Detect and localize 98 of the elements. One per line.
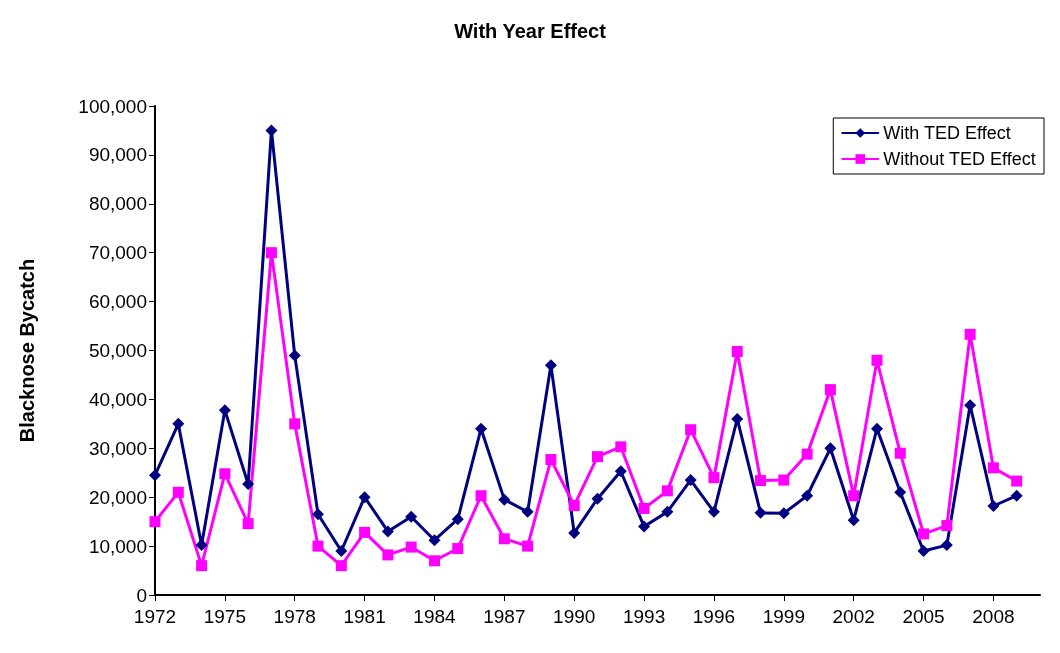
x-tick-label: 2008 <box>972 606 1015 627</box>
point <box>824 384 836 396</box>
point <box>661 485 673 497</box>
point <box>592 451 603 463</box>
point <box>777 507 790 520</box>
point <box>359 526 371 538</box>
y-tick-label: 90,000 <box>88 144 147 166</box>
y-tick-label: 70,000 <box>88 242 147 264</box>
point <box>894 447 906 459</box>
point <box>405 541 417 553</box>
x-tick-label: 1981 <box>343 606 386 627</box>
point <box>405 510 418 523</box>
point <box>568 526 581 539</box>
point <box>708 472 720 484</box>
point <box>242 518 254 530</box>
point <box>382 549 394 561</box>
point <box>941 520 953 532</box>
point <box>498 493 511 506</box>
y-tick-label: 30,000 <box>88 437 147 459</box>
point <box>265 247 277 259</box>
y-tick-label: 60,000 <box>88 291 147 313</box>
x-tick-label: 1975 <box>203 606 247 627</box>
point <box>661 505 674 518</box>
x-tick-label: 1996 <box>692 606 736 627</box>
point <box>801 448 813 460</box>
chart-title: With Year Effect <box>454 20 607 42</box>
x-tick-label: 1999 <box>762 606 805 627</box>
point <box>591 492 604 505</box>
point <box>848 490 860 502</box>
point <box>428 534 441 547</box>
point <box>475 422 488 435</box>
y-tick-label: 10,000 <box>88 535 147 557</box>
legend-label: With TED Effect <box>883 123 1011 143</box>
point <box>428 555 440 567</box>
x-tick-label: 2002 <box>832 606 875 627</box>
point <box>335 544 348 557</box>
x-tick-label: 1993 <box>622 606 666 627</box>
point <box>522 540 534 552</box>
x-tick-label: 1978 <box>273 606 316 627</box>
point <box>289 418 301 430</box>
point <box>871 354 883 366</box>
y-tick-label: 100,000 <box>78 95 147 117</box>
point <box>870 422 883 435</box>
point <box>172 417 185 430</box>
point <box>498 533 510 545</box>
point <box>894 486 907 499</box>
point <box>614 465 627 478</box>
y-tick-label: 40,000 <box>88 388 147 410</box>
point <box>684 474 697 487</box>
point <box>917 544 930 557</box>
point <box>918 528 930 540</box>
y-tick-label: 0 <box>136 584 147 606</box>
point <box>754 506 767 519</box>
x-tick-label: 1984 <box>413 606 457 627</box>
point <box>940 539 953 552</box>
point <box>801 489 814 502</box>
point <box>149 516 161 528</box>
point <box>172 486 184 498</box>
point <box>685 424 697 436</box>
point <box>242 478 255 490</box>
y-tick-label: 20,000 <box>88 486 147 508</box>
legend-label: Without TED Effect <box>883 149 1036 169</box>
point <box>358 491 371 504</box>
point <box>568 500 580 512</box>
point <box>475 490 487 502</box>
point <box>545 454 557 466</box>
point <box>731 345 743 357</box>
point <box>288 349 301 362</box>
point <box>196 560 208 572</box>
point <box>638 502 650 514</box>
point <box>219 468 231 480</box>
point <box>847 514 860 527</box>
point <box>964 328 976 340</box>
y-tick-label: 50,000 <box>88 340 147 361</box>
point <box>987 462 999 474</box>
point <box>755 475 767 487</box>
point <box>521 505 534 518</box>
point <box>824 442 837 455</box>
point <box>452 543 464 555</box>
point <box>335 560 347 572</box>
point <box>615 441 627 453</box>
point <box>778 474 790 486</box>
point <box>987 500 1000 512</box>
y-tick-label: 80,000 <box>88 193 147 215</box>
point <box>707 505 720 518</box>
x-tick-label: 2005 <box>902 606 945 627</box>
x-tick-label: 1972 <box>133 606 177 627</box>
point <box>312 508 325 521</box>
x-tick-label: 1987 <box>483 606 526 627</box>
y-axis-title: Blacknose Bycatch <box>16 258 38 443</box>
point <box>451 513 464 526</box>
x-tick-label: 1990 <box>553 606 596 627</box>
point <box>638 520 651 533</box>
point <box>312 540 324 552</box>
point <box>381 525 394 538</box>
point <box>149 469 161 482</box>
point <box>1011 475 1023 487</box>
point <box>1010 489 1023 502</box>
